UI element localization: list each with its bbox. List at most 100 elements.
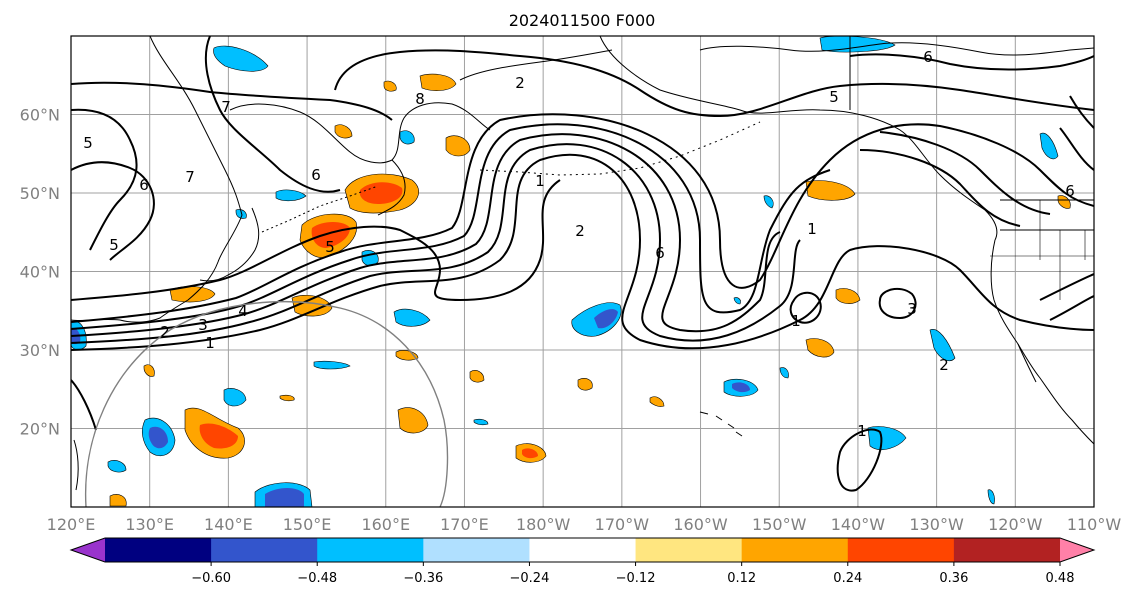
colorbar-tick-label: 0.36 [939, 571, 968, 586]
longitude-label: 120°E [47, 515, 96, 534]
longitude-label: 120°W [988, 515, 1043, 534]
colorbar-tick-label: −0.60 [191, 571, 231, 586]
contour-label: 2 [515, 74, 525, 92]
colorbar-outline [69, 537, 1096, 563]
longitude-label: 180°W [516, 515, 571, 534]
map-panel [70, 35, 1095, 508]
colorbar-extend-low [71, 538, 105, 562]
longitude-label: 140°W [831, 515, 886, 534]
colorbar-tick-label: −0.36 [403, 571, 443, 586]
latitude-label: 50°N [20, 184, 60, 203]
contour-label: 7 [221, 98, 231, 116]
longitude-labels: 120°E 130°E 140°E 150°E 160°E 170°E 180°W 170°W… [47, 515, 1122, 534]
anomaly-positive-9 [835, 288, 861, 304]
contour-north-4 [71, 108, 138, 251]
anomaly-positive-10 [334, 124, 353, 139]
contour-label: 6 [655, 244, 665, 262]
contour-jet-2 [71, 143, 801, 344]
colorbar-block [741, 538, 849, 562]
contour-mid-lat [71, 179, 561, 302]
anomaly-negative-17 [987, 489, 995, 505]
anomaly-negative-6 [393, 308, 431, 327]
contour-east-4 [1069, 95, 1094, 129]
contour-label: 5 [83, 134, 93, 152]
contour-label: 6 [311, 166, 321, 184]
latitude-label: 30°N [20, 341, 60, 360]
colorbar-block [317, 538, 424, 562]
latitude-label: 40°N [20, 263, 60, 282]
contour-label: 1 [791, 312, 801, 330]
anomaly-positive-philippine-core [199, 423, 238, 449]
contour-southwest-1 [71, 379, 97, 431]
anomaly-negative-10 [275, 189, 307, 202]
coastline-north-america-west [990, 239, 1094, 445]
anomaly-negative-19 [473, 418, 489, 426]
longitude-label: 140°E [204, 515, 253, 534]
anomaly-negative-westpacific-core [148, 426, 168, 449]
colorbar-tick-label: 0.48 [1046, 571, 1075, 586]
anomaly-positive-kuril-core [311, 222, 350, 248]
contours [71, 36, 1094, 492]
anomaly-positive-5 [419, 73, 457, 91]
anomaly-positive-6 [445, 135, 471, 157]
contour-label: 1 [857, 422, 867, 440]
shaded-anomalies [71, 36, 1071, 507]
reference-circle [84, 301, 449, 507]
anomaly-negative-13 [399, 130, 415, 145]
coastline-alaska-north [699, 42, 1094, 56]
latitude-label: 20°N [20, 420, 60, 439]
longitude-label: 110°W [1067, 515, 1122, 534]
contour-label: 7 [185, 168, 195, 186]
contour-low-south [836, 428, 883, 492]
longitude-label: 170°W [595, 515, 650, 534]
contour-label: 2 [939, 356, 949, 374]
map-title: 2024011500 F000 [509, 11, 656, 30]
colorbar-block [953, 538, 1061, 562]
contour-label: 2 [575, 222, 585, 240]
contour-north-5 [204, 36, 341, 193]
anomaly-positive-kamchatka-core [359, 182, 403, 204]
anomaly-positive-17 [1057, 195, 1071, 209]
contour-jet-5 [71, 113, 1094, 323]
anomaly-negative-3 [867, 426, 907, 450]
anomaly-negative-16 [763, 195, 774, 209]
anomaly-negative-4 [929, 329, 956, 361]
anomaly-positive-19 [109, 494, 127, 507]
colorbar-block [847, 538, 955, 562]
colorbar-block [635, 538, 743, 562]
colorbar-tick-label: 0.24 [833, 571, 862, 586]
coastline-bering [459, 49, 613, 81]
longitude-label: 160°E [361, 515, 410, 534]
colorbar-tick-label: −0.48 [297, 571, 337, 586]
coastline-hawaii [699, 411, 743, 437]
anomaly-negative-9 [313, 360, 351, 370]
contour-jet-4 [71, 123, 831, 330]
anomaly-negative-14 [107, 460, 127, 473]
longitude-label: 160°W [673, 515, 728, 534]
latitude-label: 60°N [20, 106, 60, 125]
border-us-states [990, 200, 1094, 300]
contour-north-3 [849, 53, 1094, 71]
contour-gulf-alaska-1 [879, 131, 1051, 215]
coastline-asia-east [71, 36, 243, 323]
contour-jet-1 [71, 153, 1094, 351]
anomaly-negative-15 [235, 209, 247, 219]
anomaly-positive-16 [143, 364, 155, 377]
anomaly-positive-14 [649, 396, 665, 407]
contour-jet-3 [71, 133, 781, 337]
colorbar-tick-label: 0.12 [727, 571, 756, 586]
contour-label: 6 [139, 176, 149, 194]
anomaly-negative-8 [223, 388, 247, 407]
contour-gulf-alaska-2 [859, 149, 1021, 227]
coastline-sea-of-okhotsk [229, 102, 491, 164]
anomaly-positive-18 [522, 448, 538, 459]
contour-label: 3 [198, 316, 208, 334]
colorbar-tick-label: −0.24 [510, 571, 550, 586]
anomaly-positive-12 [577, 378, 593, 391]
contour-north-6 [71, 161, 155, 261]
contour-north-2 [334, 49, 1094, 118]
anomaly-positive-11 [469, 370, 485, 383]
contour-label: 1 [205, 334, 215, 352]
